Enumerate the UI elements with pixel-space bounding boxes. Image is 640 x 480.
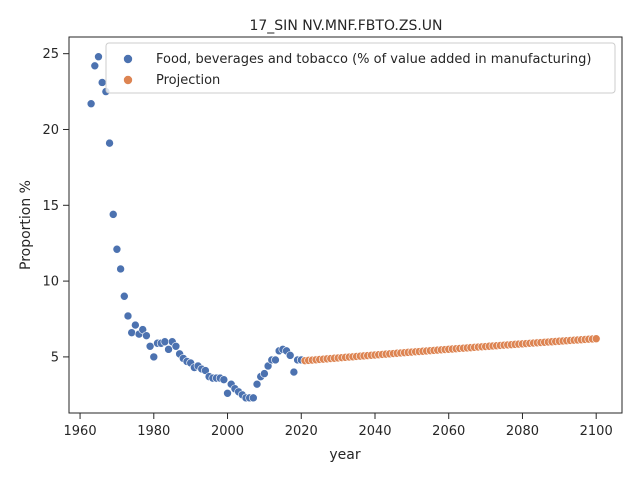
x-tick-label: 2100	[580, 424, 613, 439]
legend-label-food-beverages-tobacco: Food, beverages and tobacco (% of value …	[156, 52, 591, 67]
data-point-historical	[271, 355, 280, 365]
data-point-historical	[289, 367, 299, 377]
data-point-historical	[108, 210, 118, 219]
x-tick-label: 2080	[506, 424, 539, 439]
data-point-historical	[105, 138, 114, 148]
x-axis: 1960 1980 2000 2020 2040 2060 2080 2100	[64, 413, 613, 439]
x-tick-label: 2040	[358, 424, 391, 439]
legend-label-projection: Projection	[156, 73, 220, 88]
data-point-historical	[285, 351, 295, 360]
data-point-historical	[112, 244, 122, 254]
data-point-historical	[164, 345, 173, 354]
data-point-historical	[127, 328, 136, 337]
x-tick-label: 2020	[285, 424, 318, 439]
data-point-historical	[86, 99, 96, 109]
chart-title: 17_SIN NV.MNF.FBTO.ZS.UN	[249, 18, 442, 34]
data-point-historical	[97, 78, 107, 87]
x-axis-title: year	[329, 447, 360, 463]
data-point-historical	[123, 311, 133, 321]
x-tick-label: 2060	[432, 424, 465, 439]
data-point-historical	[116, 264, 125, 274]
data-point-historical	[260, 369, 269, 378]
data-point-historical	[120, 291, 129, 301]
data-point-historical	[149, 352, 159, 362]
y-tick-label: 20	[42, 123, 59, 138]
y-tick-label: 5	[51, 350, 59, 365]
legend: Food, beverages and tobacco (% of value …	[105, 42, 616, 94]
y-axis-title: Proportion %	[18, 180, 34, 270]
x-tick-label: 2000	[211, 424, 244, 439]
data-point-historical	[94, 52, 103, 62]
data-point-historical	[160, 337, 170, 347]
plot-frame	[68, 36, 623, 414]
data-point-projection	[591, 334, 601, 344]
data-point-historical	[90, 61, 100, 71]
legend-marker-food-beverages-tobacco	[123, 54, 133, 64]
points-layer	[86, 52, 601, 403]
y-tick-label: 15	[42, 199, 59, 214]
data-point-historical	[142, 331, 151, 340]
data-point-historical	[219, 375, 229, 384]
data-point-historical	[171, 341, 181, 351]
data-point-historical	[249, 393, 258, 403]
data-point-historical	[252, 379, 262, 389]
x-tick-label: 1960	[64, 424, 97, 439]
y-tick-label: 10	[42, 275, 59, 290]
legend-box	[105, 42, 616, 94]
data-point-historical	[223, 388, 232, 398]
data-point-historical	[131, 320, 140, 330]
legend-marker-projection	[123, 75, 133, 85]
y-axis: 5 10 15 20 25	[42, 47, 69, 365]
x-tick-label: 1980	[137, 424, 170, 439]
y-tick-label: 25	[42, 47, 59, 62]
data-point-historical	[145, 341, 155, 351]
